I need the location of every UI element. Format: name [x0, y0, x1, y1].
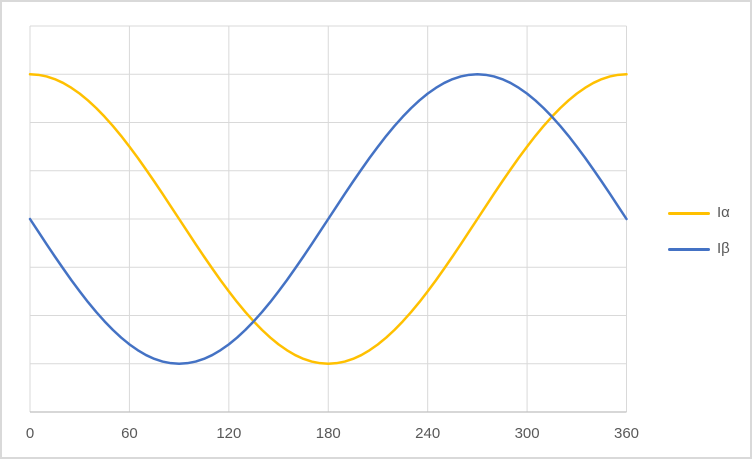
series-line-Iβ: [28, 73, 628, 365]
legend-item-i-alpha: Iα: [668, 195, 730, 231]
legend-swatch-i-beta: [668, 247, 710, 251]
legend-swatch-i-alpha: [668, 211, 710, 215]
legend-label-i-beta: Iβ: [717, 240, 730, 257]
legend: Iα Iβ: [668, 195, 730, 267]
series-line-Iα: [28, 73, 628, 365]
legend-item-i-beta: Iβ: [668, 231, 730, 267]
legend-label-i-alpha: Iα: [717, 204, 730, 221]
